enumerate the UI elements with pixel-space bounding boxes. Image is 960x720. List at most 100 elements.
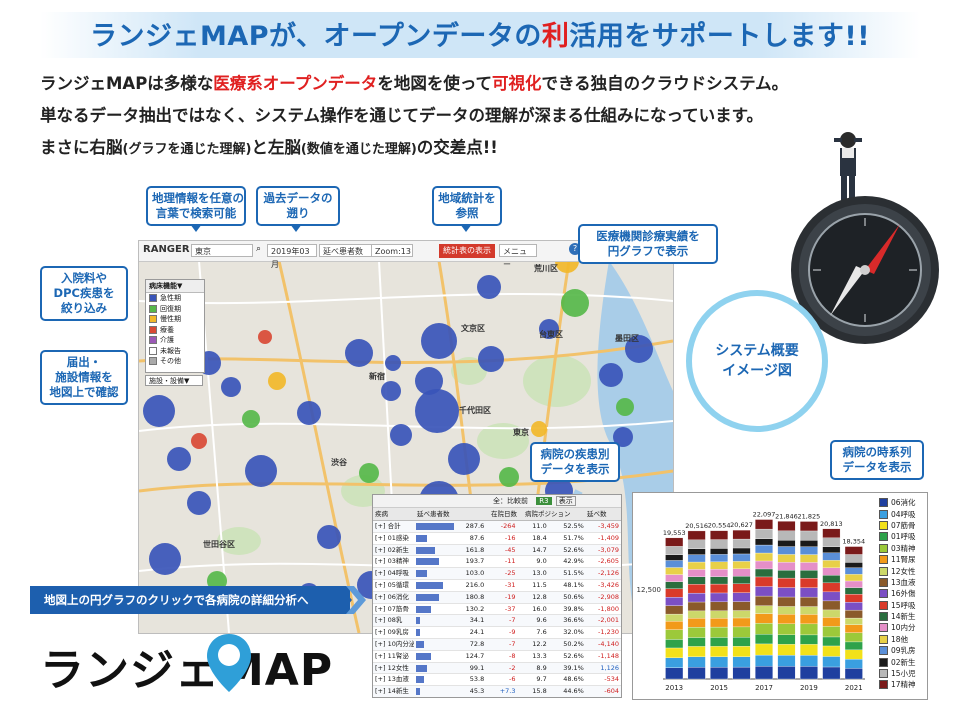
table-cell: 44.6%	[563, 687, 584, 696]
filter-option[interactable]: 回復期	[146, 304, 204, 315]
date-select[interactable]: 2019年03月	[267, 244, 317, 269]
checkbox[interactable]	[149, 315, 157, 324]
table-tag[interactable]: R3	[536, 497, 552, 505]
table-row[interactable]: [+] 合計 287.6 -264 11.0 52.5% -3,459	[373, 521, 621, 533]
callout-pie-display: 医療機関診療実績を 円グラフで表示	[578, 224, 718, 264]
bar-segment	[732, 576, 751, 584]
checkbox[interactable]	[149, 346, 157, 355]
bar-segment	[687, 637, 706, 647]
stats-table-button[interactable]: 統計表の表示	[439, 244, 495, 258]
bar-segment	[710, 569, 729, 577]
legend-item: 07筋骨	[879, 520, 925, 531]
bar-segment	[665, 613, 684, 622]
filter-title[interactable]: 病床機能▼	[146, 280, 204, 293]
bar-segment	[687, 618, 706, 628]
table-row[interactable]: [+] 12女性 99.1 -2 8.9 39.1% 1,126	[373, 662, 621, 675]
bar-segment	[732, 553, 751, 562]
table-row[interactable]: [+] 07筋骨 130.2 -37 16.0 39.8% -1,800	[373, 604, 621, 616]
table-cell: 99.1	[469, 663, 485, 672]
table-bar-cell	[414, 686, 457, 697]
table-cell: [+] 08乳	[375, 616, 403, 625]
map-place-label: 東京	[513, 428, 529, 437]
bar-segment	[799, 554, 818, 563]
bar-segment	[710, 610, 729, 619]
filter-option-label: 急性期	[160, 294, 181, 303]
table-cell: -3,426	[598, 580, 619, 589]
legend-item: 02新生	[879, 656, 925, 667]
chart-legend: 06消化 04呼吸 07筋骨 01呼吸 03精神 11腎尿 12女性 13血液 16外傷 15呼吸…	[879, 497, 925, 691]
table-row[interactable]: [+] 02新生 161.8 -45 14.7 52.6% -3,079	[373, 544, 621, 557]
checkbox[interactable]	[149, 325, 157, 334]
map-search-input[interactable]: 東京	[191, 244, 253, 257]
table-row[interactable]: [+] 14新生 45.3 +7.3 15.8 44.6% -604	[373, 686, 621, 697]
bar-segment	[732, 646, 751, 657]
table-cell: 11.0	[532, 522, 547, 530]
legend-item: 15小児	[879, 668, 925, 679]
bar-segment	[844, 658, 863, 669]
table-bar	[416, 593, 439, 601]
bar-segment	[710, 618, 729, 628]
bar-segment	[777, 577, 796, 588]
table-row[interactable]: [+] 01感染 87.6 -16 18.4 51.7% -1,409	[373, 533, 621, 545]
bar-segment	[844, 641, 863, 651]
table-cell: 52.6%	[563, 545, 584, 554]
checkbox[interactable]	[149, 294, 157, 303]
x-tick-label: 2013	[665, 684, 683, 692]
filter-option[interactable]: 慢性期	[146, 314, 204, 325]
bar-segment	[755, 595, 773, 606]
chevron-right-icon	[330, 586, 366, 614]
filter-option[interactable]: 未報告	[146, 346, 204, 357]
table-cell: 53.8	[469, 675, 485, 684]
table-cell: 9.6	[536, 616, 547, 625]
legend-label: 06消化	[891, 498, 916, 508]
total-label: 21,846	[775, 512, 798, 520]
menu-button[interactable]: メニュー	[499, 244, 537, 269]
pie-marker	[345, 339, 373, 367]
filter-option[interactable]: 療養	[146, 325, 204, 336]
table-row[interactable]: [+] 04呼吸 103.0 -25 13.0 51.5% -2,126	[373, 568, 621, 580]
bar-segment	[665, 574, 684, 582]
table-row[interactable]: [+] 11腎泌 124.7 -8 13.3 52.6% -1,148	[373, 651, 621, 663]
ranger-logo: RANGER	[143, 244, 190, 255]
disease-table-panel[interactable]: 全：比較前 R3 表示 疾病 延べ患者数 在院日数 病院ポジション 延べ数 [+…	[372, 494, 622, 698]
mode-select[interactable]: 延べ患者数	[319, 244, 379, 257]
table-row[interactable]: [+] 03精神 193.7 -11 9.0 42.9% -2,605	[373, 556, 621, 569]
table-row[interactable]: [+] 09乳房 24.1 -9 7.6 32.0% -1,230	[373, 627, 621, 639]
table-tag[interactable]: 表示	[555, 496, 576, 506]
filter-option[interactable]: 介護	[146, 335, 204, 346]
legend-swatch	[879, 680, 888, 690]
callout-geo-search: 地理情報を任意の 言葉で検索可能	[146, 186, 246, 226]
pie-marker	[297, 401, 321, 425]
table-bar-cell	[414, 604, 457, 615]
zoom-indicator[interactable]: Zoom:13	[371, 244, 413, 257]
bar-segment	[777, 655, 796, 667]
legend-swatch	[879, 555, 888, 565]
bar-segment	[710, 583, 729, 594]
bar-segment	[710, 530, 729, 540]
search-icon[interactable]: ⌕	[256, 244, 262, 254]
table-cell: -1,409	[598, 533, 619, 542]
table-row[interactable]: [+] 10内分泌 72.8 -7 12.2 50.2% -4,140	[373, 638, 621, 651]
table-row[interactable]: [+] 05循環 216.0 -31 11.5 48.1% -3,426	[373, 580, 621, 592]
bar-segment	[799, 540, 818, 547]
pie-marker	[268, 372, 286, 390]
bar-segment	[799, 644, 818, 656]
table-row[interactable]: [+] 13血液 53.8 -6 9.7 48.6% -534	[373, 674, 621, 687]
table-cell: 45.3	[469, 687, 485, 696]
bar-segment	[799, 596, 818, 607]
pie-marker	[616, 398, 634, 416]
bar-segment	[755, 605, 773, 614]
legend-swatch	[879, 646, 888, 656]
checkbox[interactable]	[149, 336, 157, 345]
page-title: ランジェMAPが、オープンデータの利活用をサポートします!!	[89, 21, 871, 52]
bed-function-filter[interactable]: 病床機能▼ 急性期 回復期 慢性期 療養 介護 未報告 その他	[145, 279, 205, 373]
facility-dropdown[interactable]: 施設・設備▼	[145, 375, 203, 386]
table-row[interactable]: [+] 08乳 34.1 -7 9.6 36.6% -2,001	[373, 615, 621, 628]
table-cell: 72.8	[469, 639, 485, 648]
table-row[interactable]: [+] 06消化 180.8 -19 12.8 50.6% -2,908	[373, 591, 621, 604]
filter-option[interactable]: その他	[146, 356, 204, 367]
callout-regional-stats: 地域統計を 参照	[432, 186, 502, 226]
filter-option[interactable]: 急性期	[146, 293, 204, 304]
checkbox[interactable]	[149, 357, 157, 366]
checkbox[interactable]	[149, 304, 157, 313]
